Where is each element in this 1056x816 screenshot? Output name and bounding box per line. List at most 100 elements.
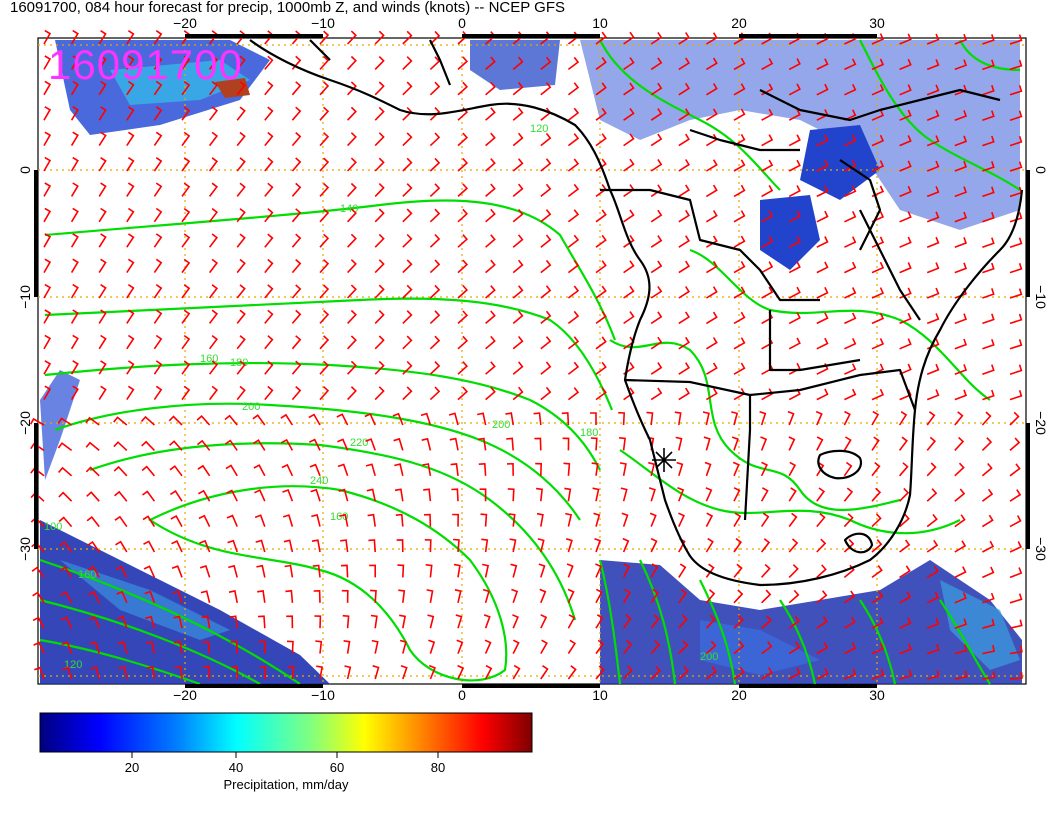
wind-barb bbox=[927, 670, 940, 680]
wind-barb bbox=[815, 410, 823, 426]
wind-barb bbox=[512, 234, 524, 248]
wind-barb bbox=[457, 157, 469, 172]
wind-barb bbox=[595, 665, 605, 680]
wind-barb bbox=[364, 412, 376, 426]
wind-barb bbox=[898, 462, 909, 477]
wind-barb bbox=[199, 539, 211, 553]
wind-barb bbox=[595, 311, 607, 325]
wind-barb bbox=[252, 439, 266, 451]
wind-barb bbox=[899, 160, 912, 172]
wind-barb bbox=[254, 489, 266, 502]
wind-barb bbox=[982, 262, 995, 274]
wind-barb bbox=[788, 436, 796, 451]
wind-barb bbox=[236, 55, 246, 70]
wind-barb bbox=[118, 666, 128, 680]
wind-barb bbox=[899, 539, 911, 553]
wind-barb bbox=[982, 592, 995, 604]
wind-barb bbox=[563, 462, 571, 476]
wind-barb bbox=[678, 133, 691, 147]
wind-barb bbox=[457, 361, 469, 375]
wind-barb bbox=[70, 131, 79, 147]
wind-barb bbox=[650, 158, 663, 172]
wind-barb bbox=[286, 615, 294, 629]
wind-barb bbox=[236, 157, 246, 172]
wind-barb bbox=[926, 363, 940, 375]
colorbar-tick-label: 40 bbox=[229, 760, 243, 775]
wind-barb bbox=[484, 664, 493, 680]
wind-barb bbox=[788, 134, 801, 147]
wind-barb bbox=[760, 487, 769, 502]
wind-barb bbox=[429, 386, 441, 401]
wind-barb bbox=[374, 259, 385, 274]
wind-barb bbox=[153, 360, 163, 375]
wind-barb bbox=[236, 335, 246, 350]
wind-barb bbox=[1009, 364, 1023, 375]
wind-barb bbox=[291, 360, 302, 375]
wind-barb bbox=[788, 564, 799, 578]
wind-barb bbox=[1009, 59, 1023, 71]
wind-barb bbox=[452, 513, 460, 527]
wind-barb bbox=[619, 462, 627, 476]
wind-barb bbox=[485, 234, 496, 248]
wind-barb bbox=[43, 309, 52, 324]
wind-barb bbox=[43, 283, 52, 299]
wind-barb bbox=[705, 387, 718, 401]
wind-barb bbox=[429, 361, 441, 375]
wind-barb bbox=[926, 84, 940, 96]
wind-barb bbox=[398, 589, 406, 603]
wind-barb bbox=[982, 389, 995, 401]
wind-barb bbox=[153, 106, 163, 121]
wind-barb bbox=[347, 360, 357, 375]
wind-barb bbox=[451, 488, 459, 502]
wind-barb bbox=[229, 615, 238, 629]
wind-barb bbox=[954, 436, 965, 451]
wind-barb bbox=[126, 80, 135, 96]
wind-barb bbox=[705, 57, 718, 71]
wind-barb bbox=[899, 33, 912, 45]
wind-barb bbox=[733, 362, 746, 375]
wind-barb bbox=[788, 185, 801, 198]
wind-barb bbox=[761, 261, 774, 274]
wind-barb bbox=[733, 261, 746, 274]
wind-barb bbox=[595, 158, 607, 172]
wind-barb bbox=[309, 463, 321, 477]
wind-barb bbox=[143, 565, 156, 578]
wind-barb bbox=[788, 337, 801, 350]
wind-barb bbox=[705, 563, 715, 578]
wind-barb bbox=[374, 284, 385, 299]
lon-label: 30 bbox=[869, 687, 885, 700]
wind-barb bbox=[319, 182, 330, 197]
wind-barb bbox=[733, 57, 746, 71]
wind-barb bbox=[678, 184, 691, 198]
wind-barb bbox=[43, 55, 52, 70]
wind-barb bbox=[402, 30, 413, 45]
wind-barb bbox=[402, 56, 413, 70]
wind-barb bbox=[512, 335, 524, 350]
wind-barb bbox=[57, 442, 73, 452]
wind-barb bbox=[236, 233, 246, 248]
wind-barb bbox=[844, 210, 857, 223]
wind-barb bbox=[926, 109, 940, 121]
wind-barb bbox=[402, 233, 413, 248]
wind-barb bbox=[788, 108, 801, 121]
wind-barb bbox=[899, 643, 912, 655]
wind-barb bbox=[367, 513, 376, 527]
wind-barb bbox=[98, 284, 107, 299]
coastlines bbox=[249, 39, 1024, 587]
wind-barb bbox=[429, 56, 441, 70]
wind-barb bbox=[871, 160, 885, 172]
wind-barb bbox=[844, 363, 857, 375]
wind-barb bbox=[369, 564, 376, 578]
wind-barb bbox=[454, 589, 462, 603]
wind-barb bbox=[678, 563, 687, 578]
wind-barb bbox=[565, 538, 573, 553]
wind-barb bbox=[283, 539, 294, 553]
wind-barb bbox=[954, 135, 968, 147]
wind-barb bbox=[595, 82, 607, 96]
wind-barb bbox=[623, 387, 635, 401]
wind-barb bbox=[171, 540, 183, 553]
wind-barb bbox=[236, 106, 246, 121]
colorbar-ticks bbox=[131, 752, 439, 758]
wind-barb bbox=[70, 156, 79, 172]
wind-barb bbox=[816, 58, 829, 71]
